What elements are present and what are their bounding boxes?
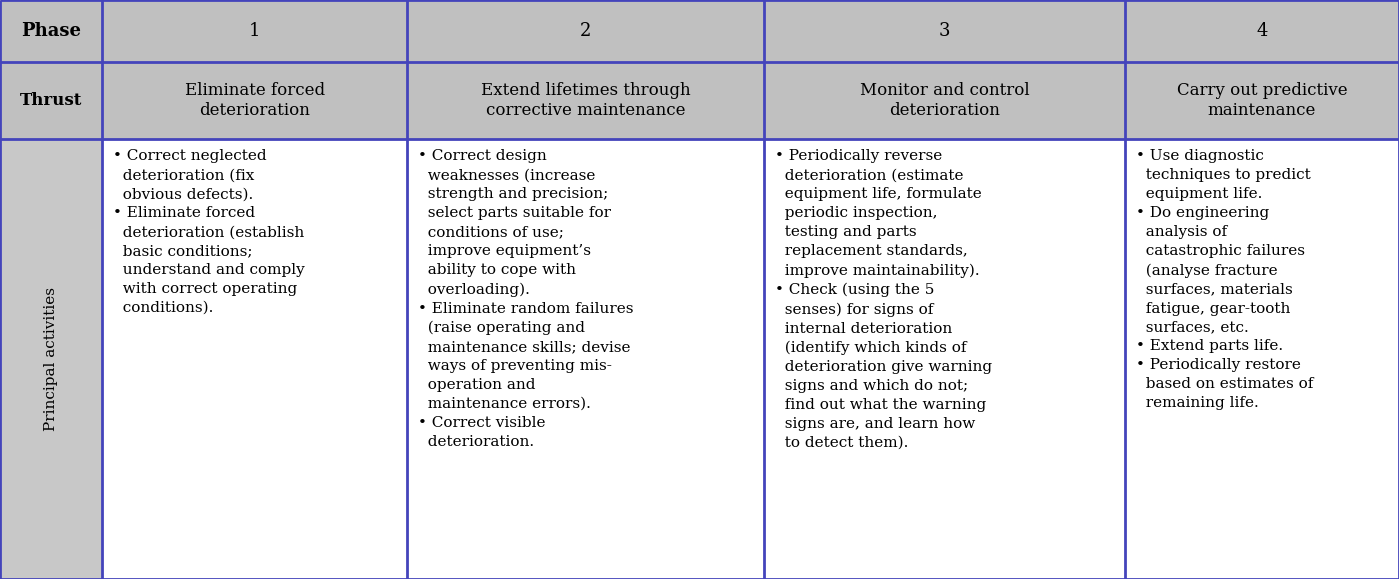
Bar bbox=[407, 62, 764, 139]
Text: Carry out predictive
maintenance: Carry out predictive maintenance bbox=[1177, 82, 1347, 119]
Bar bbox=[1125, 62, 1399, 139]
Text: • Use diagnostic
  techniques to predict
  equipment life.
• Do engineering
  an: • Use diagnostic techniques to predict e… bbox=[1136, 149, 1314, 411]
Text: • Periodically reverse
  deterioration (estimate
  equipment life, formulate
  p: • Periodically reverse deterioration (es… bbox=[775, 149, 992, 450]
Bar bbox=[0, 139, 102, 579]
Text: • Correct neglected
  deterioration (fix
  obvious defects).
• Eliminate forced
: • Correct neglected deterioration (fix o… bbox=[113, 149, 305, 315]
Text: Phase: Phase bbox=[21, 22, 81, 40]
Bar bbox=[0, 0, 102, 62]
Text: 4: 4 bbox=[1256, 22, 1267, 40]
Text: Monitor and control
deterioration: Monitor and control deterioration bbox=[859, 82, 1030, 119]
Bar bbox=[102, 139, 407, 579]
Bar bbox=[764, 62, 1125, 139]
Text: 3: 3 bbox=[939, 22, 950, 40]
Bar bbox=[1125, 0, 1399, 62]
Bar bbox=[407, 139, 764, 579]
Text: 2: 2 bbox=[579, 22, 592, 40]
Bar bbox=[1125, 139, 1399, 579]
Bar bbox=[102, 62, 407, 139]
Text: 1: 1 bbox=[249, 22, 260, 40]
Bar bbox=[764, 0, 1125, 62]
Text: Thrust: Thrust bbox=[20, 92, 83, 109]
Bar bbox=[764, 139, 1125, 579]
Text: Principal activities: Principal activities bbox=[43, 287, 59, 431]
Text: • Correct design
  weaknesses (increase
  strength and precision;
  select parts: • Correct design weaknesses (increase st… bbox=[418, 149, 634, 449]
Text: Extend lifetimes through
corrective maintenance: Extend lifetimes through corrective main… bbox=[481, 82, 690, 119]
Bar bbox=[0, 62, 102, 139]
Text: Eliminate forced
deterioration: Eliminate forced deterioration bbox=[185, 82, 325, 119]
Bar bbox=[407, 0, 764, 62]
Bar bbox=[102, 0, 407, 62]
